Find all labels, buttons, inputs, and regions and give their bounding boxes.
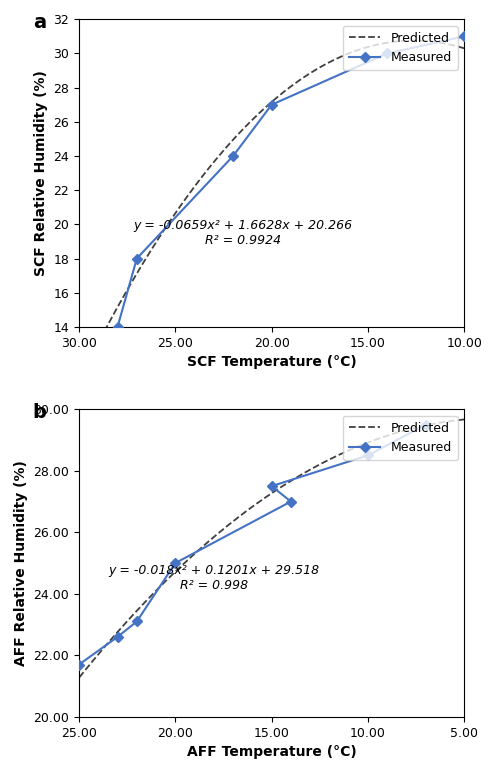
Predicted [460,415,466,424]
Predicted [111,309,117,318]
Line: Measured: Measured [75,421,429,668]
Measured [134,617,140,626]
Predicted [231,135,237,144]
Predicted [411,36,417,45]
Measured [269,482,275,491]
Line: Predicted: Predicted [79,420,464,678]
Predicted [136,603,142,612]
Line: Predicted: Predicted [79,40,464,381]
Measured [365,451,371,460]
X-axis label: SCF Temperature (°C): SCF Temperature (°C) [186,355,357,369]
Predicted [76,376,82,386]
Text: y = -0.0659x² + 1.6628x + 20.266
R² = 0.9924: y = -0.0659x² + 1.6628x + 20.266 R² = 0.… [133,219,352,247]
Legend: Predicted, Measured: Predicted, Measured [343,416,458,460]
Legend: Predicted, Measured: Predicted, Measured [343,26,458,70]
Text: b: b [33,404,47,422]
Line: Measured: Measured [114,33,468,330]
Predicted [226,520,232,530]
Text: a: a [33,13,46,32]
Measured [172,558,178,567]
Predicted [112,630,118,639]
Measured [115,322,121,332]
Measured [288,497,294,506]
Predicted [232,516,238,525]
Measured [230,152,236,161]
Predicted [461,415,467,424]
Measured [461,32,467,41]
Predicted [76,673,82,683]
Text: y = -0.018x² + 0.1201x + 29.518
R² = 0.998: y = -0.018x² + 0.1201x + 29.518 R² = 0.9… [108,564,319,592]
Predicted [460,43,466,53]
Predicted [135,267,141,276]
Measured [384,49,390,58]
Measured [269,100,275,109]
Predicted [461,43,467,53]
Measured [76,660,82,669]
Predicted [233,514,239,523]
Y-axis label: AFF Relative Humidity (%): AFF Relative Humidity (%) [14,460,28,666]
Predicted [224,141,230,151]
Measured [423,420,429,429]
Measured [134,254,140,263]
Predicted [232,133,238,142]
Y-axis label: SCF Relative Humidity (%): SCF Relative Humidity (%) [34,70,48,276]
X-axis label: AFF Temperature (°C): AFF Temperature (°C) [186,745,357,759]
Measured [115,632,121,642]
